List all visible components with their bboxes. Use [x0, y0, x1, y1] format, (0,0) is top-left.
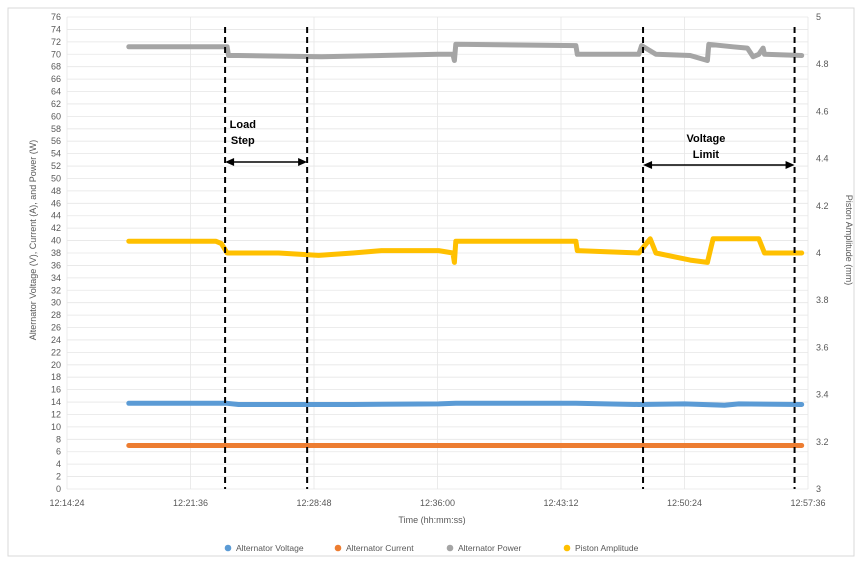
y-tick-label: 76: [51, 12, 61, 22]
y-tick-label: 34: [51, 273, 61, 283]
y2-tick-label: 5: [816, 12, 821, 22]
y2-axis-title: Piston Amplitude (mm): [844, 195, 854, 286]
y-tick-label: 28: [51, 310, 61, 320]
y-tick-label: 44: [51, 211, 61, 221]
y-tick-label: 22: [51, 347, 61, 357]
y-tick-label: 40: [51, 236, 61, 246]
y-tick-label: 36: [51, 260, 61, 270]
y-tick-label: 0: [56, 484, 61, 494]
annotation-label: Load: [230, 119, 256, 131]
y-tick-label: 24: [51, 335, 61, 345]
y-tick-label: 16: [51, 385, 61, 395]
chart-background: [7, 7, 855, 557]
y-tick-label: 72: [51, 37, 61, 47]
y2-tick-label: 3: [816, 484, 821, 494]
y2-tick-label: 4.4: [816, 154, 829, 164]
legend-label-alternator-power: Alternator Power: [458, 543, 521, 553]
x-axis-ticks: 12:14:24 12:21:36 12:28:48 12:36:00 12:43:12…: [49, 498, 825, 508]
vertical-markers: [224, 27, 796, 489]
y-tick-label: 68: [51, 62, 61, 72]
y2-tick-label: 3.2: [816, 437, 829, 447]
y-tick-label: 48: [51, 186, 61, 196]
annotation-label: Step: [231, 135, 255, 147]
series-layer: [126, 41, 805, 448]
y-tick-label: 26: [51, 323, 61, 333]
y-tick-label: 32: [51, 285, 61, 295]
y2-tick-label: 4.8: [816, 59, 829, 69]
y2-tick-label: 4: [816, 248, 821, 258]
x-tick-label: 12:14:24: [49, 498, 84, 508]
x-tick-label: 12:21:36: [173, 498, 208, 508]
y-tick-label: 20: [51, 360, 61, 370]
y-tick-label: 54: [51, 149, 61, 159]
y-tick-label: 50: [51, 173, 61, 183]
y-tick-label: 56: [51, 136, 61, 146]
y-tick-label: 10: [51, 422, 61, 432]
annotation-label: Voltage: [686, 133, 725, 145]
y-tick-label: 46: [51, 198, 61, 208]
y2-tick-label: 3.4: [816, 390, 829, 400]
legend-marker-alternator-power: [446, 544, 454, 552]
legend-marker-alternator-voltage: [224, 544, 232, 552]
y-tick-label: 6: [56, 447, 61, 457]
y-tick-label: 60: [51, 111, 61, 121]
arrowhead-right: [298, 158, 308, 166]
y-tick-label: 62: [51, 99, 61, 109]
series-line-alternator-voltage: [126, 400, 805, 408]
arrowhead-left: [225, 158, 235, 166]
annotation-layer: Load Step Voltage Limit: [225, 119, 795, 169]
y-tick-label: 12: [51, 409, 61, 419]
arrowhead-right: [785, 161, 795, 169]
y-tick-label: 14: [51, 397, 61, 407]
x-tick-label: 12:57:36: [790, 498, 825, 508]
y2-tick-label: 3.6: [816, 342, 829, 352]
legend-label-alternator-current: Alternator Current: [346, 543, 414, 553]
y-tick-label: 42: [51, 223, 61, 233]
x-tick-label: 12:43:12: [543, 498, 578, 508]
series-line-piston-amplitude: [126, 236, 805, 265]
annotation-label: Limit: [693, 149, 720, 161]
y-tick-label: 64: [51, 87, 61, 97]
y-tick-label: 8: [56, 434, 61, 444]
y-tick-label: 52: [51, 161, 61, 171]
y-tick-label: 2: [56, 472, 61, 482]
series-line-alternator-power: [126, 41, 805, 63]
x-tick-label: 12:50:24: [667, 498, 702, 508]
legend-marker-piston-amplitude: [563, 544, 571, 552]
x-tick-label: 12:28:48: [296, 498, 331, 508]
y2-tick-label: 4.6: [816, 106, 829, 116]
y-tick-label: 70: [51, 49, 61, 59]
arrowhead-left: [643, 161, 653, 169]
x-tick-label: 12:36:00: [420, 498, 455, 508]
y2-tick-label: 4.2: [816, 201, 829, 211]
y-tick-label: 66: [51, 74, 61, 84]
y-axis-ticks: 0246810121416182022242628303234363840424…: [51, 12, 61, 494]
x-axis-title: Time (hh:mm:ss): [398, 515, 465, 525]
y-tick-label: 74: [51, 24, 61, 34]
gridlines: [66, 16, 809, 490]
legend: Alternator Voltage Alternator Current Alte…: [224, 543, 639, 553]
y2-tick-label: 3.8: [816, 295, 829, 305]
y-tick-label: 30: [51, 298, 61, 308]
legend-marker-alternator-current: [334, 544, 342, 552]
y-axis-title: Alternator Voltage (V), Current (A), and…: [28, 140, 38, 341]
y-tick-label: 4: [56, 459, 61, 469]
y-tick-label: 18: [51, 372, 61, 382]
y2-axis-ticks: 3 3.2 3.4 3.6 3.8 4 4.2 4.4 4.6 4.8 5: [816, 12, 829, 494]
y-tick-label: 38: [51, 248, 61, 258]
legend-label-piston-amplitude: Piston Amplitude: [575, 543, 639, 553]
y-tick-label: 58: [51, 124, 61, 134]
legend-label-alternator-voltage: Alternator Voltage: [236, 543, 304, 553]
